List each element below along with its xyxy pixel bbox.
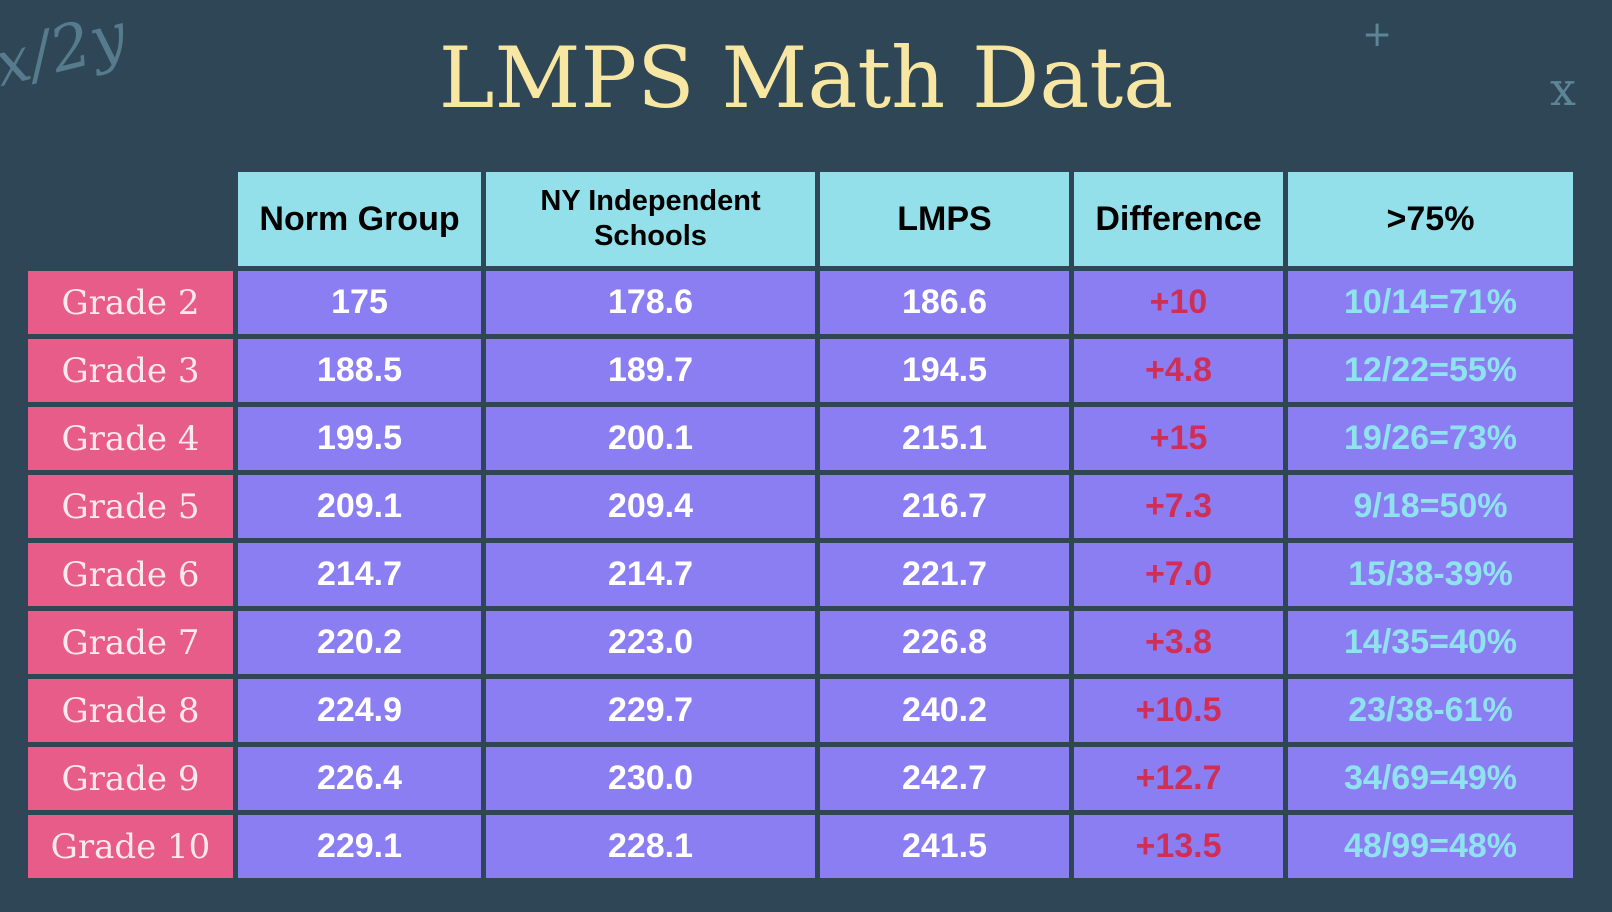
math-data-table: Norm Group NY Independent Schools LMPS D… xyxy=(28,172,1584,878)
decorative-plus-sign: + xyxy=(1362,14,1393,55)
norm-group-value: 188.5 xyxy=(238,339,481,402)
lmps-value: 194.5 xyxy=(820,339,1069,402)
row-label-grade: Grade 5 xyxy=(28,475,233,538)
ny-independent-value: 214.7 xyxy=(486,543,815,606)
ny-independent-value: 200.1 xyxy=(486,407,815,470)
lmps-value: 216.7 xyxy=(820,475,1069,538)
row-label-grade: Grade 7 xyxy=(28,611,233,674)
row-label-grade: Grade 9 xyxy=(28,747,233,810)
row-label-grade: Grade 4 xyxy=(28,407,233,470)
lmps-value: 240.2 xyxy=(820,679,1069,742)
difference-value: +7.3 xyxy=(1074,475,1283,538)
header-ny-independent-schools: NY Independent Schools xyxy=(486,172,815,266)
lmps-value: 215.1 xyxy=(820,407,1069,470)
decorative-x-letter: x xyxy=(1550,62,1576,116)
norm-group-value: 175 xyxy=(238,271,481,334)
norm-group-value: 229.1 xyxy=(238,815,481,878)
ny-independent-value: 230.0 xyxy=(486,747,815,810)
table-corner xyxy=(28,172,233,266)
ny-independent-value: 209.4 xyxy=(486,475,815,538)
difference-value: +10.5 xyxy=(1074,679,1283,742)
difference-value: +13.5 xyxy=(1074,815,1283,878)
ny-independent-value: 223.0 xyxy=(486,611,815,674)
ny-independent-value: 189.7 xyxy=(486,339,815,402)
over-75-percent-value: 23/38-61% xyxy=(1288,679,1573,742)
over-75-percent-value: 14/35=40% xyxy=(1288,611,1573,674)
difference-value: +15 xyxy=(1074,407,1283,470)
difference-value: +10 xyxy=(1074,271,1283,334)
row-label-grade: Grade 6 xyxy=(28,543,233,606)
ny-independent-value: 228.1 xyxy=(486,815,815,878)
over-75-percent-value: 15/38-39% xyxy=(1288,543,1573,606)
over-75-percent-value: 19/26=73% xyxy=(1288,407,1573,470)
row-label-grade: Grade 2 xyxy=(28,271,233,334)
norm-group-value: 220.2 xyxy=(238,611,481,674)
difference-value: +12.7 xyxy=(1074,747,1283,810)
lmps-value: 241.5 xyxy=(820,815,1069,878)
over-75-percent-value: 34/69=49% xyxy=(1288,747,1573,810)
norm-group-value: 209.1 xyxy=(238,475,481,538)
row-label-grade: Grade 3 xyxy=(28,339,233,402)
row-label-grade: Grade 8 xyxy=(28,679,233,742)
header-norm-group: Norm Group xyxy=(238,172,481,266)
lmps-value: 226.8 xyxy=(820,611,1069,674)
header-lmps: LMPS xyxy=(820,172,1069,266)
header-over-75-percent: >75% xyxy=(1288,172,1573,266)
over-75-percent-value: 10/14=71% xyxy=(1288,271,1573,334)
ny-independent-value: 178.6 xyxy=(486,271,815,334)
lmps-value: 242.7 xyxy=(820,747,1069,810)
row-label-grade: Grade 10 xyxy=(28,815,233,878)
norm-group-value: 199.5 xyxy=(238,407,481,470)
difference-value: +3.8 xyxy=(1074,611,1283,674)
norm-group-value: 214.7 xyxy=(238,543,481,606)
over-75-percent-value: 48/99=48% xyxy=(1288,815,1573,878)
over-75-percent-value: 9/18=50% xyxy=(1288,475,1573,538)
difference-value: +7.0 xyxy=(1074,543,1283,606)
difference-value: +4.8 xyxy=(1074,339,1283,402)
norm-group-value: 226.4 xyxy=(238,747,481,810)
header-difference: Difference xyxy=(1074,172,1283,266)
page-title: LMPS Math Data xyxy=(438,29,1174,127)
ny-independent-value: 229.7 xyxy=(486,679,815,742)
lmps-value: 221.7 xyxy=(820,543,1069,606)
over-75-percent-value: 12/22=55% xyxy=(1288,339,1573,402)
lmps-value: 186.6 xyxy=(820,271,1069,334)
norm-group-value: 224.9 xyxy=(238,679,481,742)
